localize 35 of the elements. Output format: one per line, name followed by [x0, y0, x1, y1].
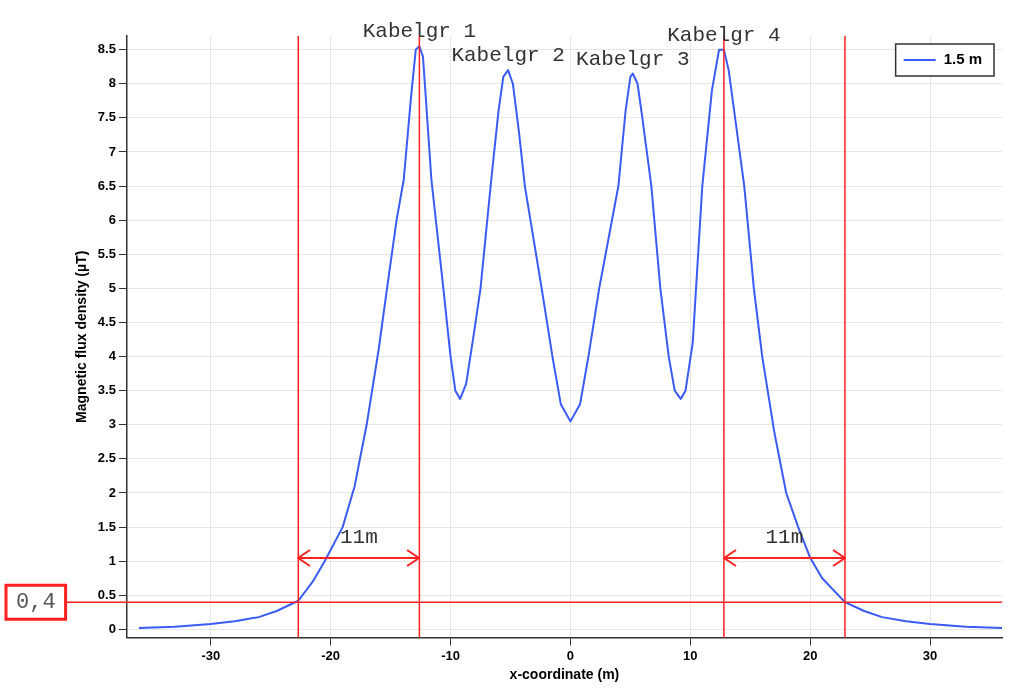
y-tick-label: 8.5	[97, 41, 116, 57]
y-tick-label: 7.5	[97, 109, 116, 125]
y-tick-label: 3	[108, 416, 116, 432]
y-tick-label: 3.5	[97, 382, 116, 398]
y-tick-label: 6	[108, 211, 116, 227]
y-tick-label: 7	[108, 143, 116, 159]
x-tick-label: 10	[683, 647, 698, 663]
y-tick-label: 1.5	[97, 518, 116, 534]
y-tick-label: 2.5	[97, 450, 116, 466]
x-tick-label: -20	[321, 647, 341, 663]
y-tick-label: 5.5	[97, 245, 116, 261]
annotation: Kabelgr 3	[576, 47, 690, 71]
y-tick-label: 1	[108, 552, 116, 568]
x-tick-label: -10	[441, 647, 460, 663]
y-tick-label: 4	[108, 348, 117, 364]
annotation: Kabelgr 4	[667, 23, 781, 47]
annotation: 11m	[339, 525, 378, 549]
y-tick-label: 0	[108, 620, 116, 636]
annotation: Kabelgr 2	[451, 44, 565, 68]
y-axis-title: Magnetic flux density (µT)	[73, 250, 90, 423]
y-tick-label: 6.5	[97, 177, 116, 193]
y-tick-label: 2	[108, 484, 116, 500]
y-tick-label: 5	[108, 279, 116, 295]
y-tick-label: 0.5	[97, 586, 116, 602]
y-tick-label: 4.5	[97, 314, 116, 330]
y-tick-label: 8	[108, 75, 116, 91]
x-tick-label: 30	[922, 647, 938, 663]
x-tick-label: 20	[802, 647, 818, 663]
x-tick-label: 0	[566, 647, 575, 663]
x-axis-title: x-coordinate (m)	[509, 666, 620, 683]
ref-line-label: 0,4	[16, 589, 56, 615]
annotation: 11m	[765, 525, 804, 549]
x-tick-label: -30	[201, 647, 221, 663]
annotation: Kabelgr 1	[362, 20, 477, 44]
legend-label: 1.5 m	[943, 50, 982, 68]
